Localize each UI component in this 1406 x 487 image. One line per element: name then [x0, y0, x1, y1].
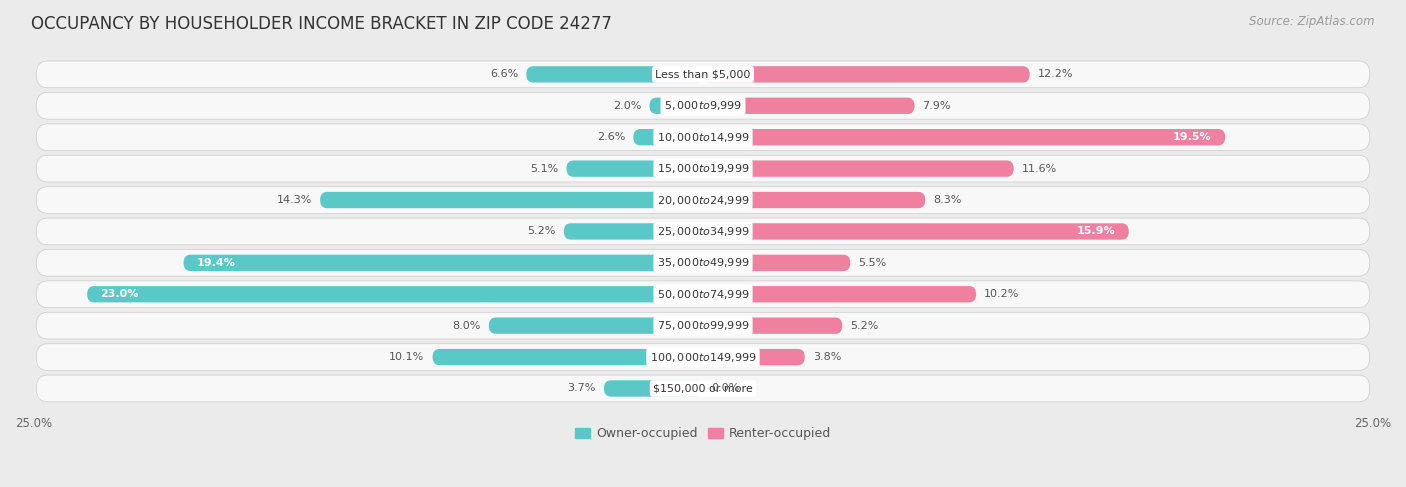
- FancyBboxPatch shape: [37, 218, 1369, 245]
- FancyBboxPatch shape: [37, 124, 1369, 150]
- Text: $15,000 to $19,999: $15,000 to $19,999: [657, 162, 749, 175]
- FancyBboxPatch shape: [526, 66, 703, 82]
- FancyBboxPatch shape: [37, 187, 1369, 213]
- Text: 2.6%: 2.6%: [598, 132, 626, 142]
- FancyBboxPatch shape: [37, 281, 1369, 308]
- FancyBboxPatch shape: [564, 223, 703, 240]
- Text: $20,000 to $24,999: $20,000 to $24,999: [657, 193, 749, 206]
- Text: 8.0%: 8.0%: [453, 320, 481, 331]
- Text: 5.1%: 5.1%: [530, 164, 558, 173]
- Text: $25,000 to $34,999: $25,000 to $34,999: [657, 225, 749, 238]
- Text: 0.0%: 0.0%: [711, 383, 740, 393]
- FancyBboxPatch shape: [37, 344, 1369, 371]
- FancyBboxPatch shape: [87, 286, 703, 302]
- FancyBboxPatch shape: [37, 155, 1369, 182]
- Text: 7.9%: 7.9%: [922, 101, 950, 111]
- FancyBboxPatch shape: [703, 160, 1014, 177]
- Text: 11.6%: 11.6%: [1022, 164, 1057, 173]
- Text: 3.7%: 3.7%: [568, 383, 596, 393]
- FancyBboxPatch shape: [433, 349, 703, 365]
- Text: OCCUPANCY BY HOUSEHOLDER INCOME BRACKET IN ZIP CODE 24277: OCCUPANCY BY HOUSEHOLDER INCOME BRACKET …: [31, 15, 612, 33]
- FancyBboxPatch shape: [605, 380, 703, 396]
- FancyBboxPatch shape: [703, 318, 842, 334]
- FancyBboxPatch shape: [703, 286, 976, 302]
- FancyBboxPatch shape: [703, 192, 925, 208]
- FancyBboxPatch shape: [703, 129, 1225, 145]
- Text: 8.3%: 8.3%: [934, 195, 962, 205]
- FancyBboxPatch shape: [703, 97, 914, 114]
- Text: Source: ZipAtlas.com: Source: ZipAtlas.com: [1250, 15, 1375, 28]
- FancyBboxPatch shape: [37, 249, 1369, 276]
- Text: 10.1%: 10.1%: [389, 352, 425, 362]
- FancyBboxPatch shape: [650, 97, 703, 114]
- Text: 15.9%: 15.9%: [1077, 226, 1115, 236]
- Text: $5,000 to $9,999: $5,000 to $9,999: [664, 99, 742, 112]
- Legend: Owner-occupied, Renter-occupied: Owner-occupied, Renter-occupied: [569, 422, 837, 445]
- Text: 10.2%: 10.2%: [984, 289, 1019, 299]
- FancyBboxPatch shape: [567, 160, 703, 177]
- Text: 2.0%: 2.0%: [613, 101, 641, 111]
- Text: $35,000 to $49,999: $35,000 to $49,999: [657, 256, 749, 269]
- Text: $100,000 to $149,999: $100,000 to $149,999: [650, 351, 756, 364]
- Text: 14.3%: 14.3%: [277, 195, 312, 205]
- Text: 12.2%: 12.2%: [1038, 69, 1073, 79]
- FancyBboxPatch shape: [703, 66, 1029, 82]
- Text: 5.2%: 5.2%: [527, 226, 555, 236]
- FancyBboxPatch shape: [184, 255, 703, 271]
- Text: $10,000 to $14,999: $10,000 to $14,999: [657, 131, 749, 144]
- Text: 5.2%: 5.2%: [851, 320, 879, 331]
- Text: 5.5%: 5.5%: [858, 258, 887, 268]
- Text: $50,000 to $74,999: $50,000 to $74,999: [657, 288, 749, 301]
- FancyBboxPatch shape: [37, 312, 1369, 339]
- FancyBboxPatch shape: [37, 93, 1369, 119]
- FancyBboxPatch shape: [633, 129, 703, 145]
- Text: $150,000 or more: $150,000 or more: [654, 383, 752, 393]
- Text: Less than $5,000: Less than $5,000: [655, 69, 751, 79]
- FancyBboxPatch shape: [37, 61, 1369, 88]
- FancyBboxPatch shape: [489, 318, 703, 334]
- Text: 19.5%: 19.5%: [1173, 132, 1212, 142]
- FancyBboxPatch shape: [321, 192, 703, 208]
- FancyBboxPatch shape: [703, 255, 851, 271]
- Text: 19.4%: 19.4%: [197, 258, 236, 268]
- Text: $75,000 to $99,999: $75,000 to $99,999: [657, 319, 749, 332]
- FancyBboxPatch shape: [703, 223, 1129, 240]
- FancyBboxPatch shape: [703, 349, 804, 365]
- FancyBboxPatch shape: [37, 375, 1369, 402]
- Text: 6.6%: 6.6%: [489, 69, 519, 79]
- Text: 23.0%: 23.0%: [100, 289, 139, 299]
- Text: 3.8%: 3.8%: [813, 352, 841, 362]
